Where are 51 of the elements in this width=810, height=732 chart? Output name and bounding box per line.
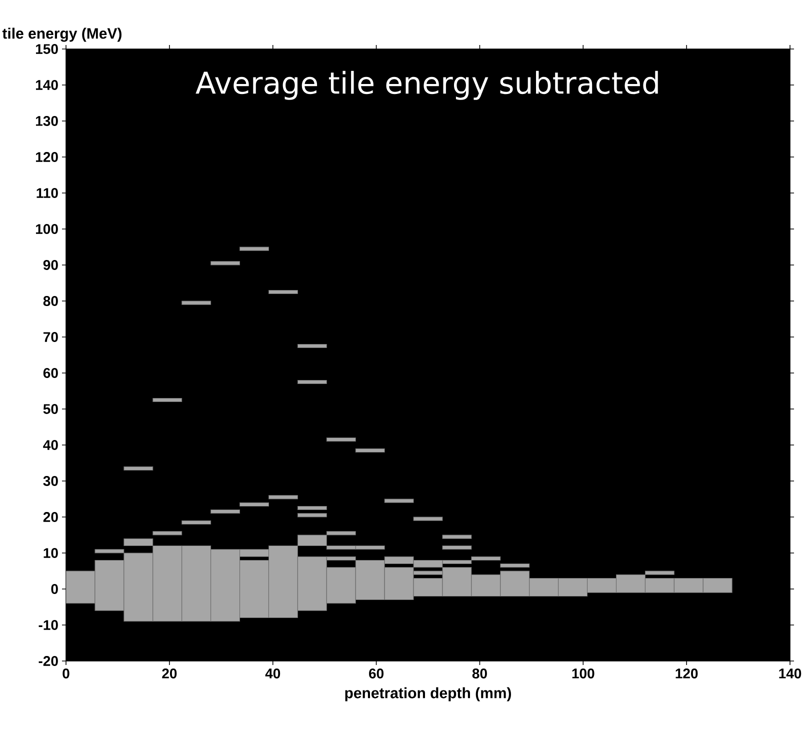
bar: [210, 510, 240, 514]
y-tick-label: 10: [44, 548, 58, 558]
y-tick-label: 50: [43, 404, 58, 414]
x-tick-label: 140: [779, 668, 802, 678]
bar: [384, 498, 414, 503]
bar: [152, 398, 182, 402]
bar: [326, 438, 356, 442]
y-tick-label: 30: [43, 476, 58, 486]
bar: [152, 531, 182, 536]
bar: [500, 564, 530, 568]
bar: [413, 516, 443, 521]
y-tick-label: 0: [51, 584, 58, 594]
y-axis-title: tile energy (MeV): [2, 28, 122, 42]
x-tick-label: 40: [265, 668, 280, 678]
bar: [355, 448, 385, 452]
y-tick-label: 140: [36, 80, 58, 90]
x-tick-label: 0: [62, 668, 70, 678]
x-tick-label: 120: [676, 668, 698, 678]
y-tick-label: 120: [36, 152, 58, 162]
bar: [442, 534, 472, 539]
x-tick-label: 80: [472, 668, 487, 678]
bar: [182, 300, 212, 305]
x-axis-title: penetration depth (mm): [345, 687, 511, 702]
bar: [297, 344, 327, 348]
x-tick-label: 20: [162, 668, 177, 678]
y-tick-label: 80: [43, 296, 58, 306]
y-tick-label: 60: [43, 368, 58, 378]
x-tick-label: 60: [369, 668, 384, 678]
y-tick-label: 130: [36, 116, 58, 126]
bar: [297, 506, 327, 510]
bar: [182, 520, 212, 524]
y-tick-label: 40: [43, 440, 58, 450]
bar: [297, 513, 327, 518]
bar: [268, 495, 298, 500]
bar: [240, 502, 269, 506]
bar: [268, 290, 298, 294]
y-tick-label: 70: [43, 332, 58, 342]
y-tick-label: 150: [36, 44, 58, 54]
x-tick-label: 100: [572, 668, 594, 678]
bar: [240, 246, 269, 251]
bar: [297, 380, 327, 384]
y-tick-label: 110: [36, 188, 58, 198]
y-tick-label: -20: [38, 656, 58, 666]
y-tick-label: 100: [36, 224, 58, 234]
bar: [124, 466, 154, 470]
text: Average tile energy subtracted: [196, 70, 658, 100]
y-tick-label: 20: [43, 512, 58, 522]
bar: [210, 261, 240, 266]
y-tick-label: 90: [43, 260, 58, 270]
y-tick-label: -10: [38, 620, 58, 630]
bar: [442, 546, 472, 550]
